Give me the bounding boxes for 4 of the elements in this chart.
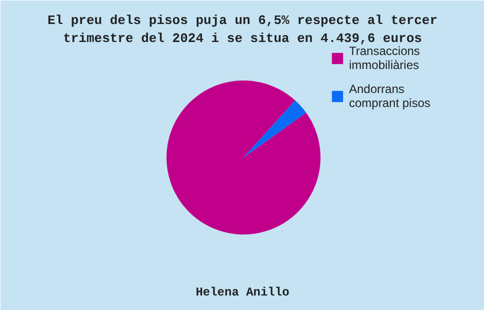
legend-label: Andorrans comprant pisos — [349, 82, 430, 110]
legend-label: Transaccions immobiliàries — [349, 44, 420, 72]
text: Helena Anillo — [196, 286, 290, 300]
chart-title: El preu dels pisos puja un 6,5% respecte al tercer trimestre del 2024 i se situa en 4.439,6 euros — [47, 13, 438, 46]
